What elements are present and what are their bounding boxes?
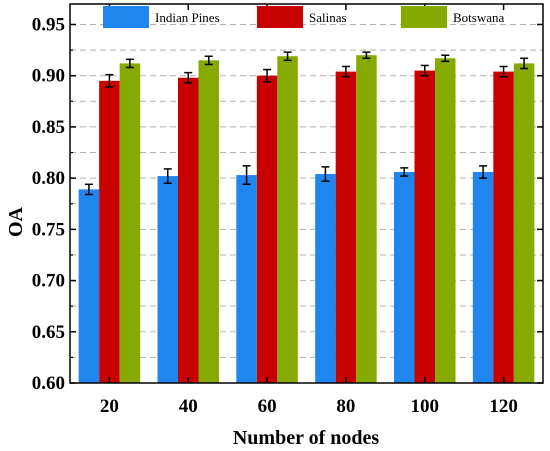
error-bar [283, 51, 292, 62]
bar-botswana-100 [435, 58, 456, 384]
y-tick-label: 0.85 [32, 117, 65, 138]
bar-botswana-60 [277, 56, 298, 383]
legend-label: Botswana [453, 10, 505, 25]
bar-botswana-20 [119, 63, 141, 383]
legend-item-indian-pines[interactable]: Indian Pines [103, 6, 220, 28]
plot-border [69, 3, 544, 384]
x-tick-label: 80 [336, 396, 355, 417]
bar-indian-pines-20 [78, 189, 100, 383]
error-bar [263, 68, 272, 83]
legend[interactable]: Indian Pines Salinas Botswana [103, 6, 505, 28]
x-tick-label: 40 [179, 396, 198, 417]
error-bar [184, 71, 193, 84]
legend-label: Salinas [309, 10, 347, 25]
error-bar [84, 183, 93, 196]
error-bar [479, 165, 488, 179]
bar-botswana-120 [513, 63, 535, 383]
legend-item-botswana[interactable]: Botswana [401, 6, 505, 28]
legend-swatch [103, 6, 149, 28]
y-tick-label: 0.90 [32, 66, 65, 87]
error-bar [321, 166, 330, 182]
bar-botswana-40 [198, 60, 219, 384]
bar-indian-pines-40 [157, 176, 178, 383]
x-tick-label: 120 [489, 396, 518, 417]
bar-indian-pines-100 [394, 171, 415, 383]
y-tick-label: 0.70 [32, 271, 65, 292]
y-tick-label: 0.75 [32, 219, 65, 240]
error-bar [125, 58, 134, 69]
x-axis-title: Number of nodes [233, 427, 380, 449]
error-bar [163, 168, 172, 185]
bar-indian-pines-60 [236, 175, 257, 383]
y-tick-label: 0.60 [32, 373, 65, 394]
y-tick-label: 0.95 [32, 14, 65, 35]
error-bar [105, 73, 114, 88]
bar-salinas-60 [256, 75, 278, 384]
bars [78, 51, 535, 384]
grid-lines [70, 23, 543, 358]
error-bar [420, 64, 429, 77]
bar-botswana-80 [356, 55, 377, 383]
error-bar [242, 165, 251, 186]
bar-salinas-100 [414, 70, 435, 383]
error-bar [499, 65, 508, 78]
error-bar [362, 51, 371, 60]
plot-frame [69, 3, 544, 384]
legend-swatch [257, 6, 303, 28]
y-tick-label: 0.65 [32, 322, 65, 343]
bar-salinas-120 [493, 71, 514, 383]
error-bar [400, 167, 409, 177]
y-axis-title: OA [5, 206, 27, 237]
error-bar [520, 57, 529, 70]
axis-ticks: 0.60 0.65 0.70 0.75 0.80 0.85 0.90 0.95 20 40 60 80… [32, 4, 543, 417]
error-bar [441, 54, 450, 63]
x-tick-label: 20 [100, 396, 119, 417]
bar-salinas-20 [99, 80, 120, 383]
error-bar [204, 55, 213, 66]
error-bar [341, 65, 350, 78]
x-tick-label: 100 [411, 396, 440, 417]
legend-label: Indian Pines [155, 10, 220, 25]
bar-indian-pines-120 [472, 171, 494, 383]
legend-swatch [401, 6, 447, 28]
x-tick-label: 60 [258, 396, 277, 417]
legend-item-salinas[interactable]: Salinas [257, 6, 347, 28]
bar-salinas-40 [178, 77, 199, 384]
bar-salinas-80 [335, 71, 357, 383]
bar-indian-pines-80 [315, 174, 336, 383]
y-tick-label: 0.80 [32, 168, 65, 189]
